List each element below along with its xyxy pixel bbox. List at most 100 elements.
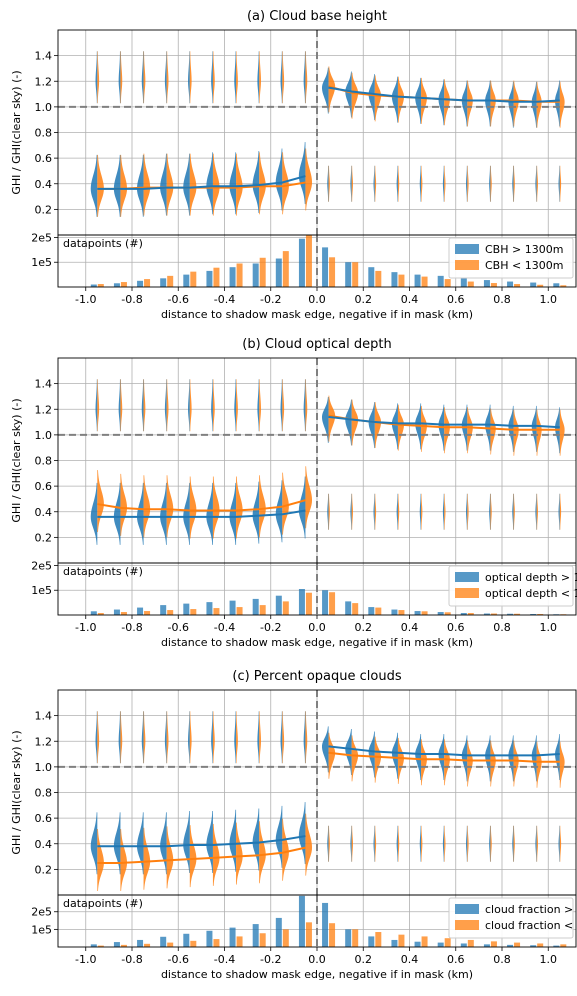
y-tick-label: 0.6 [35,480,53,493]
violin-tail [257,379,260,432]
count-bar [490,283,497,287]
count-bar [460,943,467,947]
violin-tail [466,493,468,530]
violin-tail [513,825,515,862]
count-bar [252,598,259,615]
count-bar [236,936,243,947]
legend-swatch [455,572,479,582]
count-bar [167,610,174,615]
violin-body [368,74,375,121]
violin-body [531,81,537,128]
violin-tail [259,51,261,104]
y-tick-label: 0.4 [35,506,53,519]
violin-body [113,482,121,545]
violin-tail [97,379,100,432]
violin-body [345,728,352,775]
count-bar [167,942,174,947]
violin-tail [327,165,329,202]
violin-body [421,405,427,452]
violin-body [391,732,398,779]
count-bar [229,600,236,615]
hist-y-tick-label: 1e5 [31,256,52,269]
x-tick-label: -0.2 [260,621,281,634]
y-tick-label: 1.0 [35,761,53,774]
violin-body [461,735,468,782]
count-bar [375,270,382,287]
violin-tail [120,711,123,764]
violin-tail [234,379,237,432]
violin-body [275,805,283,868]
violin-tail [467,165,469,202]
count-bar [444,279,451,287]
violin-body [166,475,174,538]
count-bar [421,936,428,947]
violin-tail [397,493,400,530]
violin-body [305,466,313,529]
violin-body [275,148,283,211]
count-bar [137,939,144,947]
count-bar [460,613,467,615]
violin-body [212,476,220,539]
x-tick-label: 1.0 [540,293,558,306]
violin-body [508,81,514,128]
violin-body [305,148,313,211]
count-bar [414,274,421,287]
violin-tail [95,711,98,764]
violin-body [536,81,542,128]
violin-tail [536,825,538,862]
violin-body [467,407,473,454]
violin-tail [489,493,491,530]
violin-body [160,812,167,875]
count-bar [560,285,567,287]
violin-body [490,408,496,455]
violin-tail [512,165,514,202]
violin-body [229,809,237,872]
hist-label: datapoints (#) [63,897,143,910]
count-bar [137,607,144,615]
violin-body [183,811,190,874]
violin-tail [305,379,308,432]
violin-body [90,812,98,875]
count-bar [322,902,329,947]
violin-tail [120,51,123,104]
x-axis-label: distance to shadow mask edge, negative i… [161,636,473,649]
count-bar [305,592,312,615]
count-bar [252,263,259,287]
x-tick-label: 0.0 [308,293,326,306]
x-tick-label: 0.4 [401,621,419,634]
count-bar [252,924,259,947]
count-bar [305,235,312,287]
violin-tail [350,165,352,202]
count-bar [190,609,197,615]
count-bar [229,927,236,947]
violin-tail [236,711,238,764]
violin-tail [350,825,352,862]
violin-tail [419,825,422,862]
count-bar [213,608,220,615]
legend-label: optical depth > 15 [485,571,577,584]
violin-tail [120,379,123,432]
violin-tail [234,711,237,764]
violin-body [513,80,519,127]
legend-label: CBH < 1300m [485,259,563,272]
panel-title: (c) Percent opaque clouds [232,669,401,684]
x-tick-label: -0.4 [214,293,235,306]
y-tick-label: 1.2 [35,403,53,416]
violin-tail [373,493,375,530]
count-bar [530,614,537,615]
count-bar [530,282,537,287]
count-bar [282,929,289,947]
legend-box [448,897,574,939]
violin-tail [211,711,213,764]
count-bar [352,929,359,947]
x-tick-label: 0.8 [493,953,511,966]
count-bar [398,610,405,615]
legend-label: cloud fraction < 50% [485,919,577,932]
violin-tail [164,51,167,104]
violin-body [282,818,289,881]
hist-y-tick-label: 1e5 [31,923,52,936]
violin-tail [166,379,169,432]
count-bar [391,609,398,615]
median-line [97,835,306,848]
violin-tail [512,825,514,862]
